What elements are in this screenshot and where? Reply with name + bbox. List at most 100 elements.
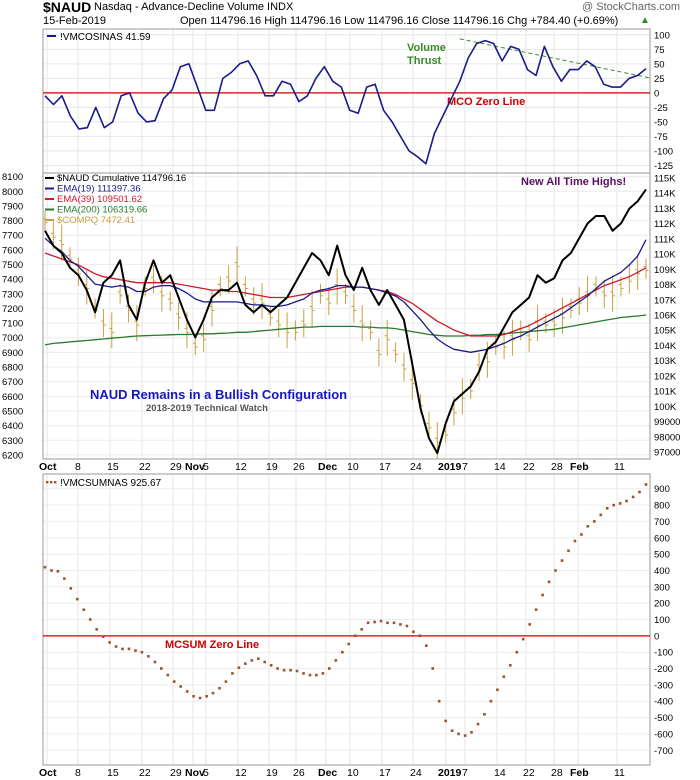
mcsum-point [379,619,383,623]
mcsum-point [198,696,202,700]
naud-right-tick-label: 104K [654,341,677,352]
mcsum-point [269,664,273,667]
mid-axis-xtick-label: 17 [379,461,391,473]
mid-axis-xtick-label: 26 [293,461,305,473]
bottom-axis-xtick-label: 14 [494,767,506,779]
mcsum-point [127,647,131,651]
bottom-axis-xtick-label: 15 [107,767,119,779]
mid-axis-xtick-label: 22 [139,461,151,473]
mid-axis-xtick-label: 11 [614,461,625,473]
naud-right-tick-label: 103K [654,356,677,367]
naud-right-tick-label: 106K [654,311,677,322]
naud-right-tick-label: 100K [654,402,677,413]
mid-axis-xtick-label: 12 [235,461,247,473]
symbol: $NAUD [43,0,92,15]
mcsum-point [63,577,66,580]
mcsum-point [56,570,60,573]
mcsum-point [289,668,292,672]
volume-thrust-label-2: Thrust [407,55,442,67]
mcsum-point [334,659,338,662]
naud-left-tick-label: 8000 [2,187,23,198]
bottom-axis-xtick-label: 29 [170,767,182,779]
mcsum-ytick-label: -400 [654,697,673,708]
mcsum-point [560,559,564,562]
mid-axis-xtick-label: 28 [551,461,563,473]
mcsum-point [231,672,234,675]
mcsum-point [308,673,312,677]
naud-right-tick-label: 109K [654,265,677,276]
ema19-line [44,237,647,353]
naud-legend-label: EMA(19) 111397.36 [57,184,141,195]
mcsum-point [470,731,473,734]
naud-left-tick-label: 7700 [2,231,23,242]
mcsum-point [431,667,434,670]
mcsum-point [618,502,622,505]
mid-axis-xtick-label: 22 [523,461,535,473]
mid-axis-xtick-label: 5 [203,461,209,473]
mcsum-ytick-label: -100 [654,648,673,659]
naud-right-tick-label: 112K [654,219,676,230]
mcsum-point [437,699,441,703]
mcsum-ytick-label: 400 [654,566,670,577]
mcsum-point [353,634,357,638]
bottom-axis-xtick-label: Oct [39,767,57,779]
mcsum-point [399,623,402,626]
mcsum-point [250,659,254,662]
naud-left-tick-label: 8100 [2,172,23,183]
naud-left-tick-label: 6500 [2,406,23,417]
mcsum-point [321,672,325,675]
mcsum-panel-frame [42,473,651,766]
mcsum-point [444,719,447,723]
mcsum-point [496,688,499,692]
mcsum-point [328,667,331,670]
quote-date: 15-Feb-2019 [43,15,106,27]
mcsum-point [580,533,583,536]
naud-legend-label: EMA(200) 106319.66 [57,205,147,216]
mco-ytick-label: -75 [654,132,668,143]
mcsum-ytick-label: 800 [654,501,670,512]
naud-right-tick-label: 98000 [654,432,680,443]
mcsum-point [631,495,635,499]
mid-axis-xtick-label: 10 [347,461,359,473]
mcsum-point [360,628,363,631]
mcsum-ytick-label: 900 [654,484,670,495]
mcsum-point [244,662,247,665]
mcsum-point [593,520,596,523]
mcsum-point [101,635,105,638]
mcsum-point [625,499,628,503]
mco-series-line [44,39,647,165]
mcsum-point [172,680,176,683]
mid-axis-xtick-label: 19 [266,461,278,473]
bottom-axis-xtick-label: 22 [139,767,151,779]
bottom-axis-xtick-label: 8 [75,767,81,779]
bottom-axis-xtick-label: Dec [318,767,337,779]
naud-right-tick-label: 111K [654,234,675,245]
bottom-axis-xtick-label: 12 [235,767,247,779]
naud-left-tick-label: 6300 [2,436,23,447]
bottom-axis-xtick-label: Nov [185,767,205,779]
naud-right-tick-label: 99000 [654,417,680,428]
mcsum-point [457,732,460,736]
mcsum-point [638,490,641,494]
bottom-axis-xtick-label: 11 [614,767,625,779]
mid-axis-xtick-label: Nov [185,461,205,473]
mcsum-point [134,649,137,652]
mcsum-zero-line-label: MCSUM Zero Line [165,639,259,651]
mcsum-ytick-label: 100 [654,615,670,626]
naud-right-tick-label: 105K [654,326,677,337]
quote-up-arrow: ▲ [640,15,650,26]
mcsum-ytick-label: 500 [654,550,670,561]
mcsum-point [108,641,111,644]
mid-axis-xtick-label: 15 [107,461,119,473]
ema200-line [44,314,647,346]
mcsum-point [509,664,512,667]
mid-axis-xtick-label: 29 [170,461,182,473]
mcsum-legend-label: !VMCSUMNAS 925.67 [60,478,162,489]
mcsum-point [263,660,266,664]
mcsum-point [366,621,370,625]
mcsum-legend-swatch [54,481,57,484]
mcsum-point [515,650,519,654]
mco-ytick-label: -50 [654,117,668,128]
naud-right-tick-label: 115K [654,174,676,185]
